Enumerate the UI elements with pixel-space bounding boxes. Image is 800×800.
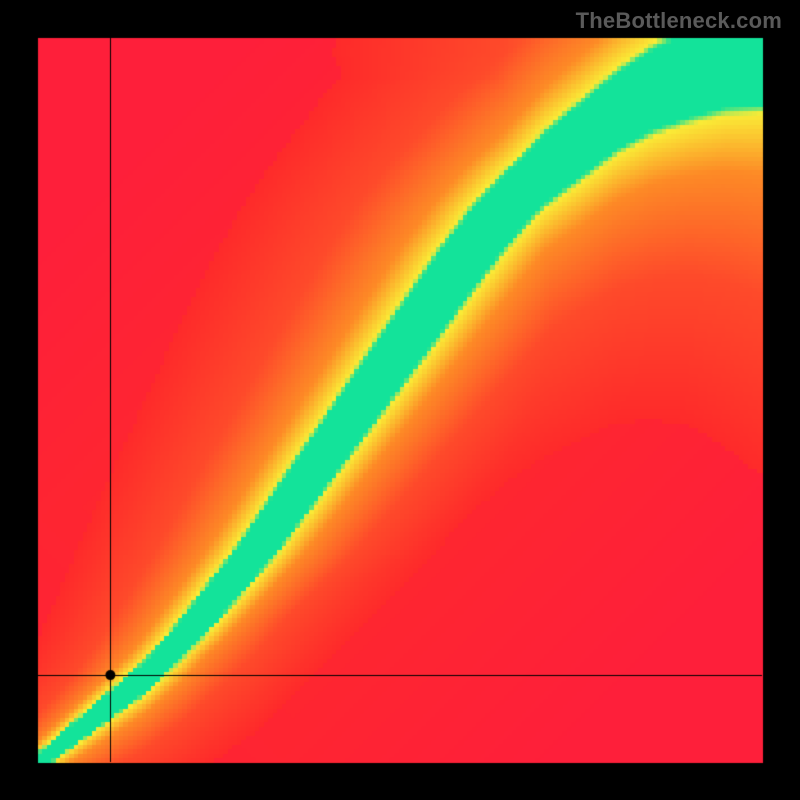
bottleneck-heatmap	[0, 0, 800, 800]
watermark-text: TheBottleneck.com	[576, 8, 782, 34]
